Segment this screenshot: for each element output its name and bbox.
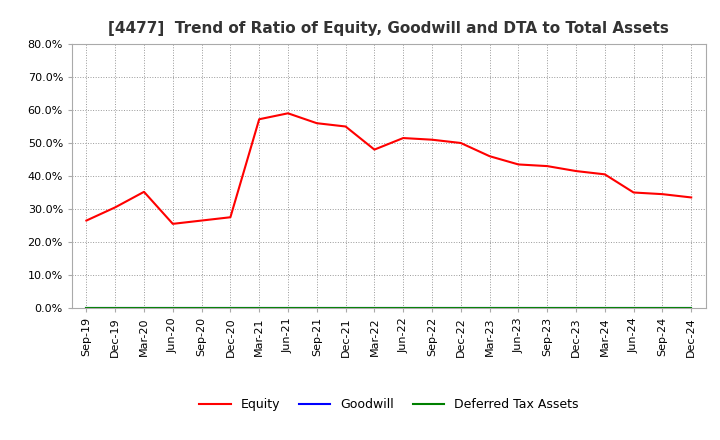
- Goodwill: [140, 305, 148, 311]
- Equity: [312, 121, 321, 126]
- Equity: [629, 190, 638, 195]
- Equity: [255, 117, 264, 122]
- Deferred Tax Assets: [82, 305, 91, 311]
- Equity: [572, 169, 580, 174]
- Deferred Tax Assets: [255, 305, 264, 311]
- Goodwill: [168, 305, 177, 311]
- Deferred Tax Assets: [399, 305, 408, 311]
- Equity: [428, 137, 436, 142]
- Deferred Tax Assets: [168, 305, 177, 311]
- Deferred Tax Assets: [572, 305, 580, 311]
- Deferred Tax Assets: [514, 305, 523, 311]
- Equity: [485, 154, 494, 159]
- Goodwill: [629, 305, 638, 311]
- Goodwill: [312, 305, 321, 311]
- Goodwill: [226, 305, 235, 311]
- Goodwill: [399, 305, 408, 311]
- Equity: [370, 147, 379, 152]
- Goodwill: [514, 305, 523, 311]
- Equity: [514, 162, 523, 167]
- Deferred Tax Assets: [226, 305, 235, 311]
- Goodwill: [658, 305, 667, 311]
- Goodwill: [284, 305, 292, 311]
- Equity: [226, 215, 235, 220]
- Deferred Tax Assets: [600, 305, 609, 311]
- Equity: [341, 124, 350, 129]
- Deferred Tax Assets: [658, 305, 667, 311]
- Equity: [543, 163, 552, 169]
- Equity: [197, 218, 206, 223]
- Deferred Tax Assets: [370, 305, 379, 311]
- Deferred Tax Assets: [629, 305, 638, 311]
- Deferred Tax Assets: [543, 305, 552, 311]
- Deferred Tax Assets: [341, 305, 350, 311]
- Deferred Tax Assets: [428, 305, 436, 311]
- Equity: [600, 172, 609, 177]
- Equity: [399, 136, 408, 141]
- Goodwill: [111, 305, 120, 311]
- Goodwill: [428, 305, 436, 311]
- Goodwill: [197, 305, 206, 311]
- Equity: [658, 191, 667, 197]
- Deferred Tax Assets: [111, 305, 120, 311]
- Line: Equity: Equity: [86, 113, 691, 224]
- Deferred Tax Assets: [140, 305, 148, 311]
- Deferred Tax Assets: [456, 305, 465, 311]
- Equity: [284, 110, 292, 116]
- Deferred Tax Assets: [284, 305, 292, 311]
- Goodwill: [456, 305, 465, 311]
- Equity: [687, 195, 696, 200]
- Goodwill: [687, 305, 696, 311]
- Title: [4477]  Trend of Ratio of Equity, Goodwill and DTA to Total Assets: [4477] Trend of Ratio of Equity, Goodwil…: [109, 21, 669, 36]
- Equity: [140, 189, 148, 194]
- Goodwill: [572, 305, 580, 311]
- Deferred Tax Assets: [197, 305, 206, 311]
- Deferred Tax Assets: [312, 305, 321, 311]
- Deferred Tax Assets: [485, 305, 494, 311]
- Goodwill: [485, 305, 494, 311]
- Equity: [456, 140, 465, 146]
- Legend: Equity, Goodwill, Deferred Tax Assets: Equity, Goodwill, Deferred Tax Assets: [194, 393, 583, 416]
- Goodwill: [82, 305, 91, 311]
- Equity: [82, 218, 91, 223]
- Equity: [111, 205, 120, 210]
- Goodwill: [543, 305, 552, 311]
- Goodwill: [600, 305, 609, 311]
- Goodwill: [341, 305, 350, 311]
- Equity: [168, 221, 177, 227]
- Goodwill: [370, 305, 379, 311]
- Deferred Tax Assets: [687, 305, 696, 311]
- Goodwill: [255, 305, 264, 311]
